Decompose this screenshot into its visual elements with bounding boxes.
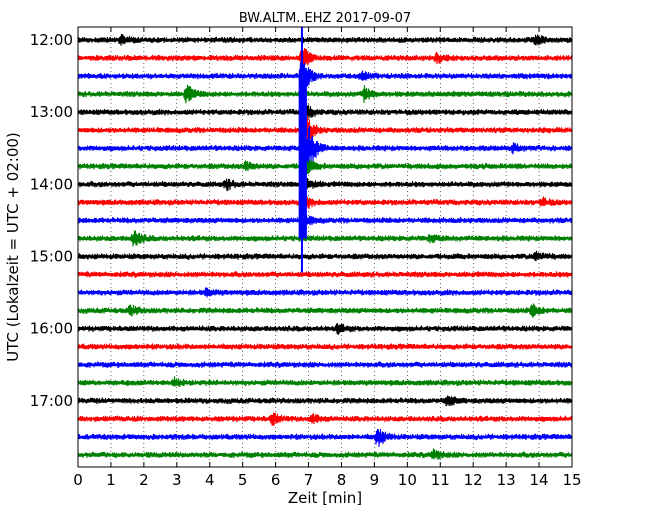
- x-tick-label: 15: [562, 471, 581, 489]
- trace-line: [77, 48, 573, 72]
- y-tick-label: 15:00: [30, 247, 73, 265]
- trace-line: [77, 98, 573, 125]
- trace-line: [77, 271, 573, 278]
- x-tick-label: 3: [172, 471, 182, 489]
- trace-line: [77, 54, 573, 93]
- y-tick-label: 14:00: [30, 175, 73, 193]
- trace-line: [77, 303, 573, 318]
- trace-line: [77, 158, 573, 177]
- x-tick-label: 10: [398, 471, 417, 489]
- trace-line: [77, 376, 573, 387]
- trace-line: [77, 113, 573, 145]
- y-tick-label: 12:00: [30, 31, 73, 49]
- trace-line: [77, 343, 573, 350]
- y-axis-label: UTC (Lokalzeit = UTC + 02:00): [4, 132, 22, 362]
- chart-title: BW.ALTM..EHZ 2017-09-07: [239, 11, 411, 26]
- x-tick-label: 1: [106, 471, 116, 489]
- trace-line: [77, 412, 573, 426]
- x-tick-label: 11: [431, 471, 450, 489]
- x-tick-label: 5: [238, 471, 248, 489]
- x-tick-label: 0: [73, 471, 83, 489]
- x-axis-label: Zeit [min]: [288, 489, 362, 507]
- x-tick-label: 8: [337, 471, 347, 489]
- trace-line: [77, 193, 573, 210]
- trace-line: [77, 395, 573, 407]
- trace-line: [77, 448, 573, 461]
- seismic-traces: [77, 33, 573, 461]
- x-tick-label: 12: [464, 471, 483, 489]
- trace-line: [77, 250, 573, 262]
- trace-line: [77, 429, 573, 448]
- trace-line: [77, 323, 573, 335]
- y-tick-label: 17:00: [30, 392, 73, 410]
- x-tick-label: 2: [139, 471, 149, 489]
- trace-line: [77, 361, 573, 368]
- x-tick-label: 13: [497, 471, 516, 489]
- x-tick-label: 6: [271, 471, 281, 489]
- x-tick-label: 9: [370, 471, 380, 489]
- x-tick-label: 14: [530, 471, 549, 489]
- axis-ticks: 0 1 2 3 4 5 6 7 8 9 10 11 12 13 14 1512:0013:0014:0015:…: [30, 27, 582, 489]
- trace-line: [77, 287, 573, 298]
- grid-lines: [110, 27, 540, 467]
- x-tick-label: 4: [205, 471, 215, 489]
- trace-line: [77, 125, 573, 168]
- trace-line: [77, 33, 573, 46]
- plot-frame: [77, 26, 573, 468]
- x-tick-label: 7: [304, 471, 314, 489]
- y-tick-label: 16:00: [30, 320, 73, 338]
- trace-line: [77, 84, 573, 104]
- trace-line: [77, 175, 573, 194]
- trace-line: [77, 230, 573, 247]
- y-tick-label: 13:00: [30, 103, 73, 121]
- earthquake-signal: [298, 27, 307, 273]
- trace-line: [77, 213, 573, 227]
